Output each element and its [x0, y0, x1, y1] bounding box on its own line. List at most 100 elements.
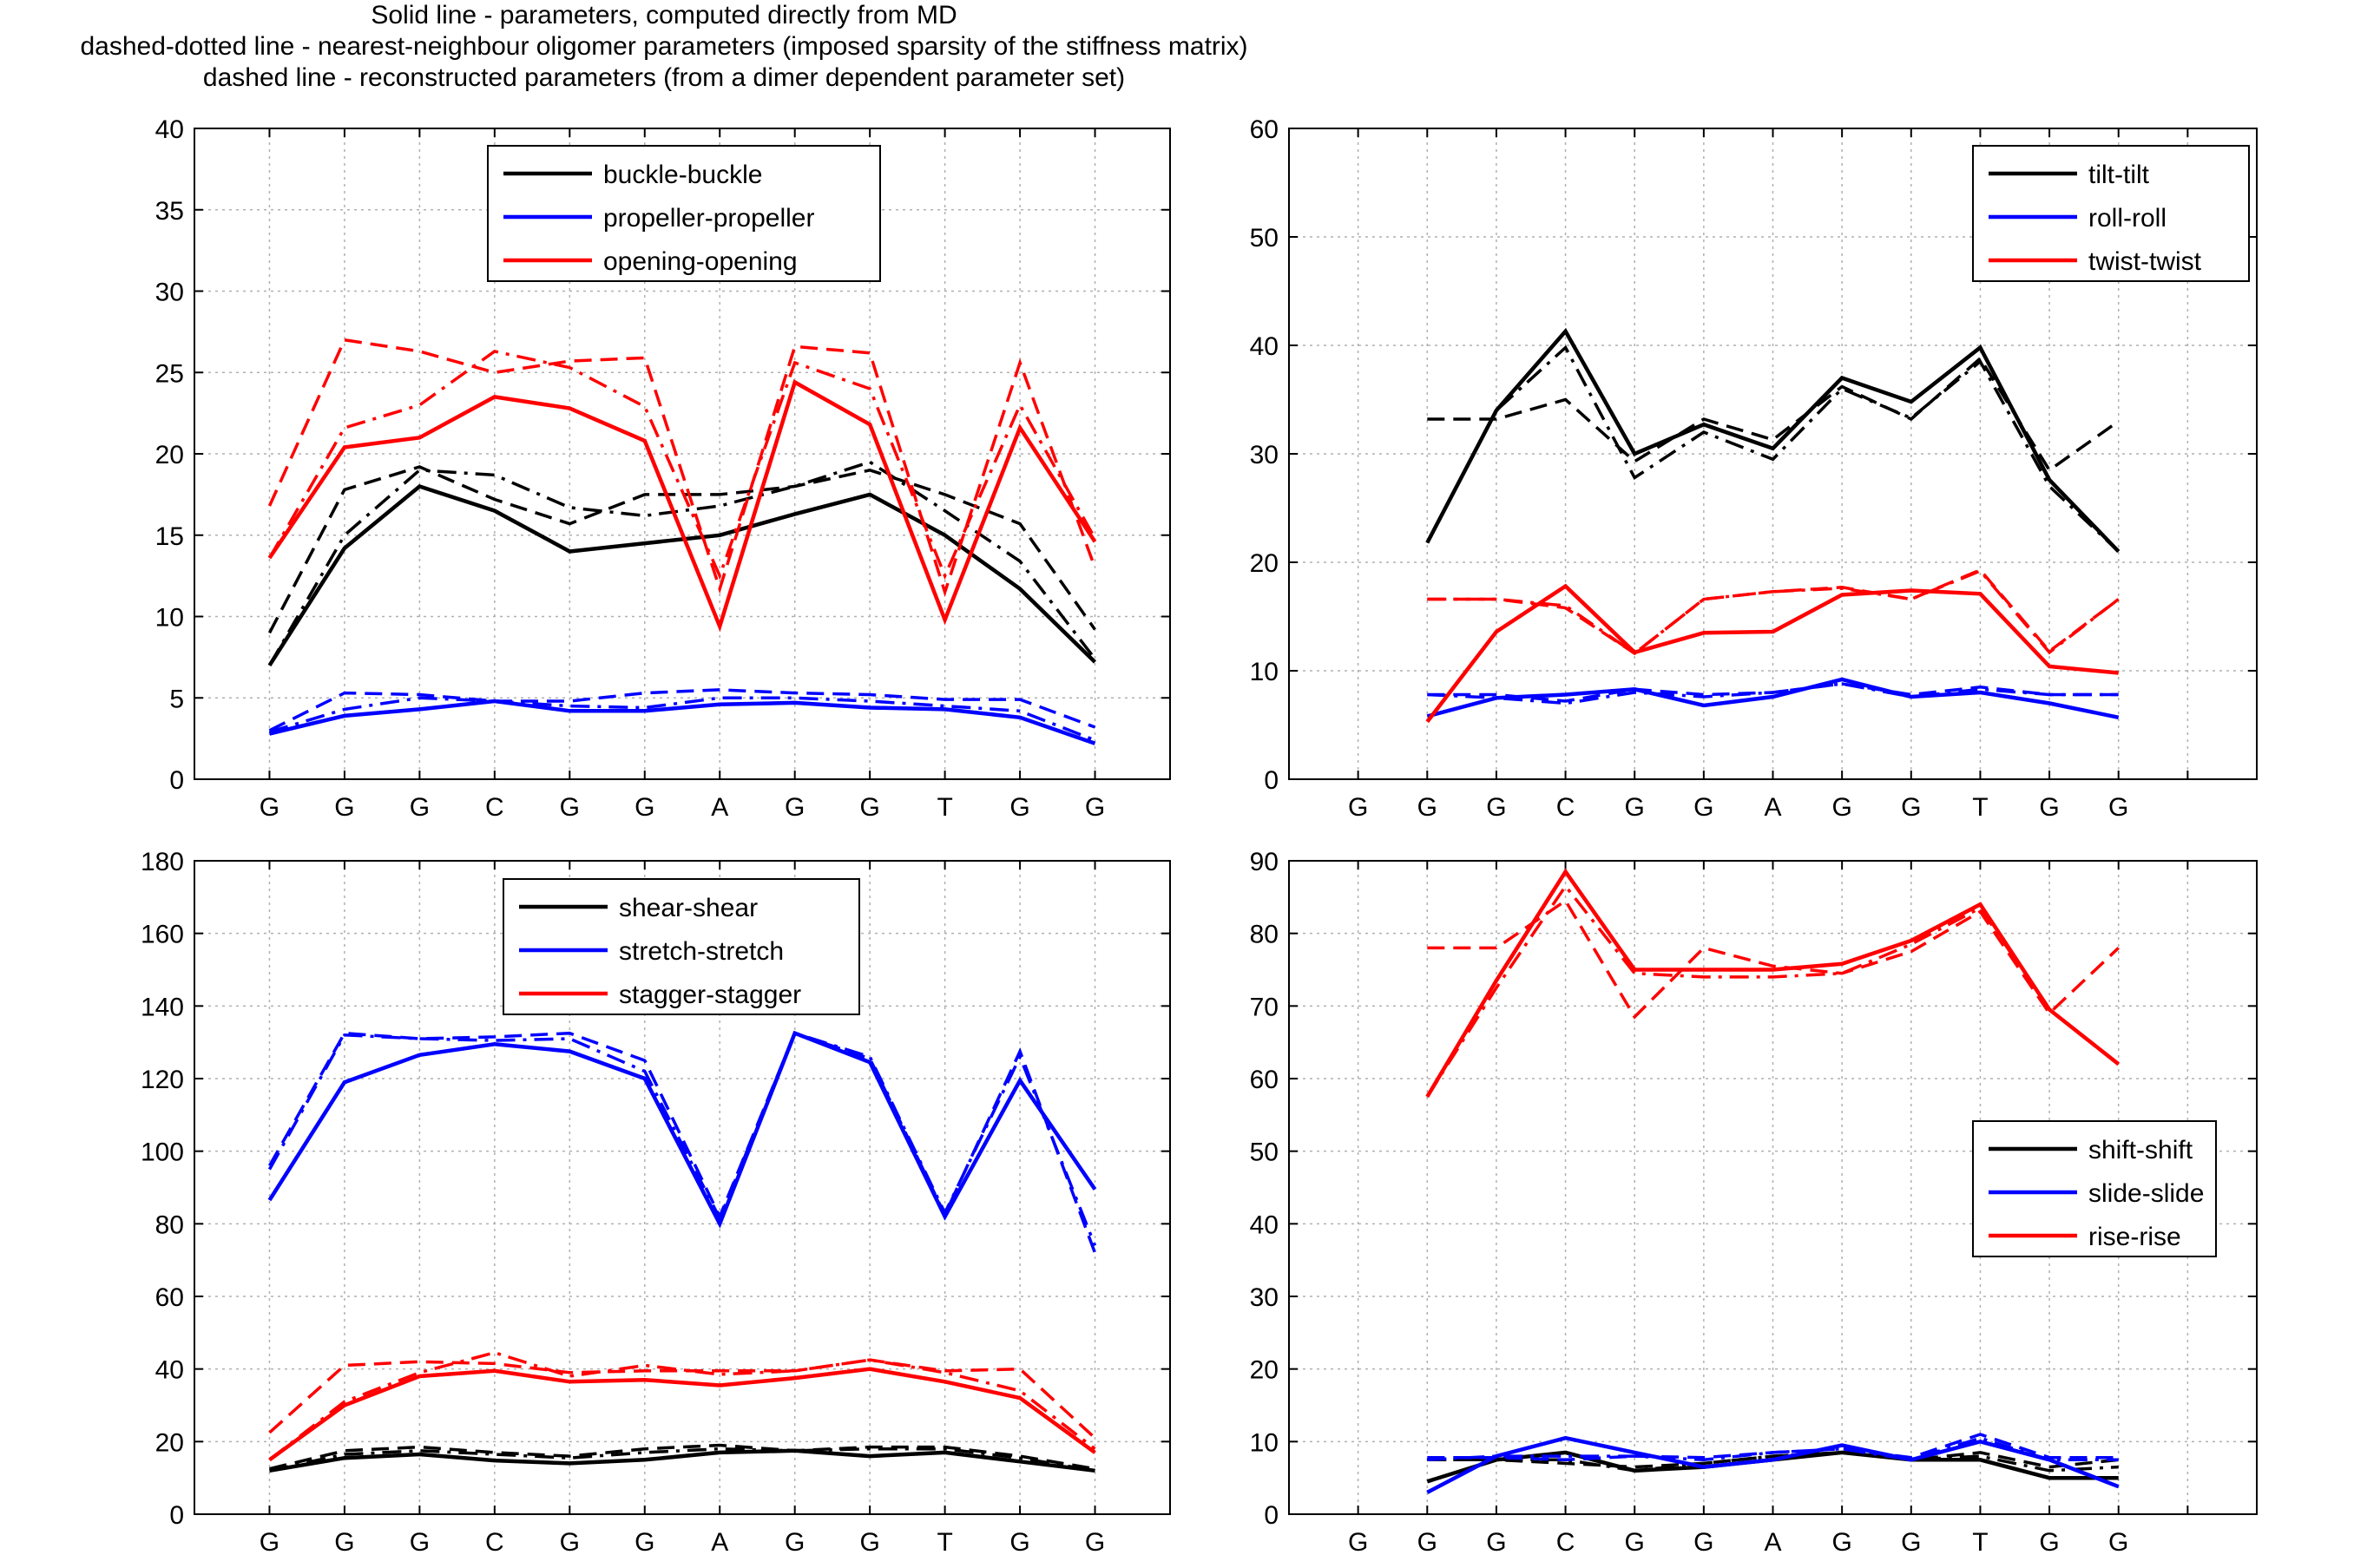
x-tick-label: G	[560, 1528, 580, 1557]
legend-label: shift-shift	[2088, 1136, 2193, 1165]
y-tick-label: 120	[141, 1066, 184, 1094]
caption-line-dashdot: dashed-dotted line - nearest-neighbour o…	[80, 32, 1248, 61]
y-tick-label: 40	[155, 1356, 184, 1385]
x-tick-label: A	[711, 1528, 728, 1557]
x-tick-label: T	[937, 793, 952, 822]
x-tick-label: C	[1556, 1528, 1575, 1557]
x-tick-label: G	[1693, 793, 1713, 822]
series-line-dashdot	[269, 1447, 1095, 1473]
legend-label: slide-slide	[2088, 1179, 2204, 1208]
legend-label: rise-rise	[2088, 1223, 2181, 1251]
y-tick-label: 60	[155, 1283, 184, 1312]
legend: tilt-tilt roll-roll twist-twist	[1972, 145, 2250, 282]
series-line-dashed	[1427, 1451, 2119, 1469]
series-rise-rise	[1425, 868, 2121, 1099]
legend-label: stagger-stagger	[619, 981, 801, 1009]
x-tick-label: C	[1556, 793, 1575, 822]
y-tick-label: 35	[155, 197, 184, 226]
y-tick-label: 50	[1250, 224, 1279, 253]
x-tick-label: T	[937, 1528, 952, 1557]
x-tick-label: G	[635, 1528, 654, 1557]
y-tick-label: 15	[155, 522, 184, 551]
x-tick-label: G	[859, 1528, 879, 1557]
legend: shift-shift slide-slide rise-rise	[1972, 1120, 2217, 1257]
x-tick-label: G	[2039, 793, 2059, 822]
series-line-dashed	[1427, 898, 2120, 1020]
x-tick-label: G	[785, 1528, 805, 1557]
y-tick-label: 10	[1250, 1428, 1279, 1457]
x-tick-label: G	[1831, 793, 1851, 822]
x-tick-label: T	[1972, 793, 1988, 822]
series-line-dashdot	[268, 696, 1096, 742]
x-tick-label: G	[1009, 1528, 1029, 1557]
series-twist-twist	[1425, 567, 2120, 724]
x-tick-label: G	[2108, 1528, 2128, 1557]
series-line-solid	[1426, 1435, 2120, 1494]
y-tick-label: 20	[155, 1428, 184, 1457]
x-tick-label: G	[2039, 1528, 2059, 1557]
x-tick-label: G	[1625, 793, 1645, 822]
series-line-solid	[267, 379, 1097, 633]
panel-bottom-right: 0 10 20 30 40 50 60 70 80 90 G G G C G G A G G T G Gshift-shi…	[1250, 848, 2258, 1557]
x-tick-label: G	[2108, 793, 2128, 822]
y-tick-label: 70	[1250, 993, 1279, 1021]
series-line-dashed	[268, 1358, 1096, 1440]
caption-line-solid: Solid line - parameters, computed direct…	[371, 1, 957, 30]
series-roll-roll	[1426, 677, 2120, 720]
legend-label: shear-shear	[619, 894, 758, 922]
y-tick-label: 90	[1250, 848, 1279, 876]
y-tick-label: 80	[1250, 921, 1279, 949]
y-axis: 0 10 20 30 40 50 60 70 80 90	[1250, 848, 2257, 1530]
legend: shear-shear stretch-stretch stagger-stagge…	[503, 878, 860, 1015]
legend-label: opening-opening	[603, 247, 798, 276]
series-line-dashed	[268, 688, 1096, 732]
series-line-dashed	[1427, 682, 2119, 703]
y-tick-label: 10	[1250, 658, 1279, 686]
caption-line-dashed: dashed line - reconstructed parameters (…	[202, 63, 1126, 92]
y-tick-label: 30	[155, 279, 184, 307]
series-stagger-stagger	[268, 1350, 1096, 1462]
series-line-dashdot	[267, 460, 1096, 666]
y-tick-label: 20	[155, 441, 184, 469]
y-tick-label: 40	[1250, 1210, 1279, 1239]
x-tick-label: G	[1348, 793, 1368, 822]
series-buckle-buckle	[267, 460, 1097, 667]
series-line-dashdot	[267, 350, 1097, 581]
x-tick-label: G	[410, 1528, 430, 1557]
y-tick-label: 140	[141, 993, 184, 1021]
y-tick-label: 180	[141, 848, 184, 876]
x-tick-label: A	[711, 793, 728, 822]
x-tick-label: G	[1625, 1528, 1645, 1557]
legend-label: propeller-propeller	[603, 204, 814, 233]
x-tick-label: G	[785, 793, 805, 822]
y-tick-label: 30	[1250, 1283, 1279, 1312]
y-tick-label: 60	[1250, 1066, 1279, 1094]
x-tick-label: G	[1486, 1528, 1506, 1557]
x-tick-label: G	[1348, 1528, 1368, 1557]
y-axis: 0 5 10 15 20 25 30 35 40	[155, 115, 1170, 795]
axes-frame	[194, 860, 1171, 1515]
y-tick-label: 80	[155, 1210, 184, 1239]
x-tick-label: G	[1417, 1528, 1437, 1557]
series-line-dashed	[1427, 356, 2120, 473]
y-tick-label: 5	[169, 685, 184, 713]
x-tick-label: G	[1417, 793, 1437, 822]
series-shear-shear	[269, 1443, 1095, 1473]
x-tick-label: G	[1085, 1528, 1105, 1557]
y-tick-label: 100	[141, 1138, 184, 1167]
x-tick-label: G	[1085, 793, 1105, 822]
x-tick-label: A	[1764, 1528, 1781, 1557]
series-line-solid	[1425, 583, 2119, 724]
x-tick-label: G	[1831, 1528, 1851, 1557]
series-stretch-stretch	[267, 1030, 1097, 1254]
series-line-dashed	[267, 338, 1097, 598]
panel-top-left: 0 5 10 15 20 25 30 35 40 G G G C G G A G G T G Gbuckle-buckl…	[155, 115, 1171, 822]
y-tick-label: 0	[1264, 766, 1279, 795]
series-line-solid	[267, 483, 1097, 667]
x-tick-label: G	[334, 793, 354, 822]
x-tick-label: G	[410, 793, 430, 822]
series-line-solid	[269, 1448, 1095, 1473]
